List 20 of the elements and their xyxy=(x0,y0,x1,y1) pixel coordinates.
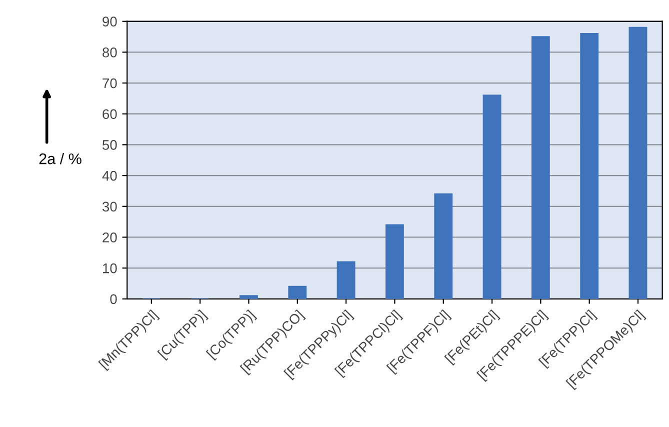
y-axis-title: 2a / % xyxy=(39,153,82,164)
bar xyxy=(628,26,648,299)
bar xyxy=(434,193,453,299)
y-tick-label: 10 xyxy=(103,263,117,274)
bar xyxy=(336,261,356,299)
y-tick-label: 90 xyxy=(102,16,117,27)
y-tick-label: 70 xyxy=(102,78,117,88)
y-tick-label: 50 xyxy=(102,140,117,150)
bar xyxy=(240,295,258,299)
bar xyxy=(386,224,404,299)
y-tick-label: 80 xyxy=(102,48,117,58)
y-tick-label: 20 xyxy=(102,232,117,242)
bar xyxy=(580,32,599,299)
y-tick-label: 30 xyxy=(102,202,117,212)
bar xyxy=(482,94,502,299)
bar xyxy=(531,36,550,299)
y-tick-label: 0 xyxy=(110,294,117,304)
y-tick-label: 60 xyxy=(102,109,117,120)
y-tick-label: 40 xyxy=(102,170,117,181)
bar xyxy=(288,286,307,299)
